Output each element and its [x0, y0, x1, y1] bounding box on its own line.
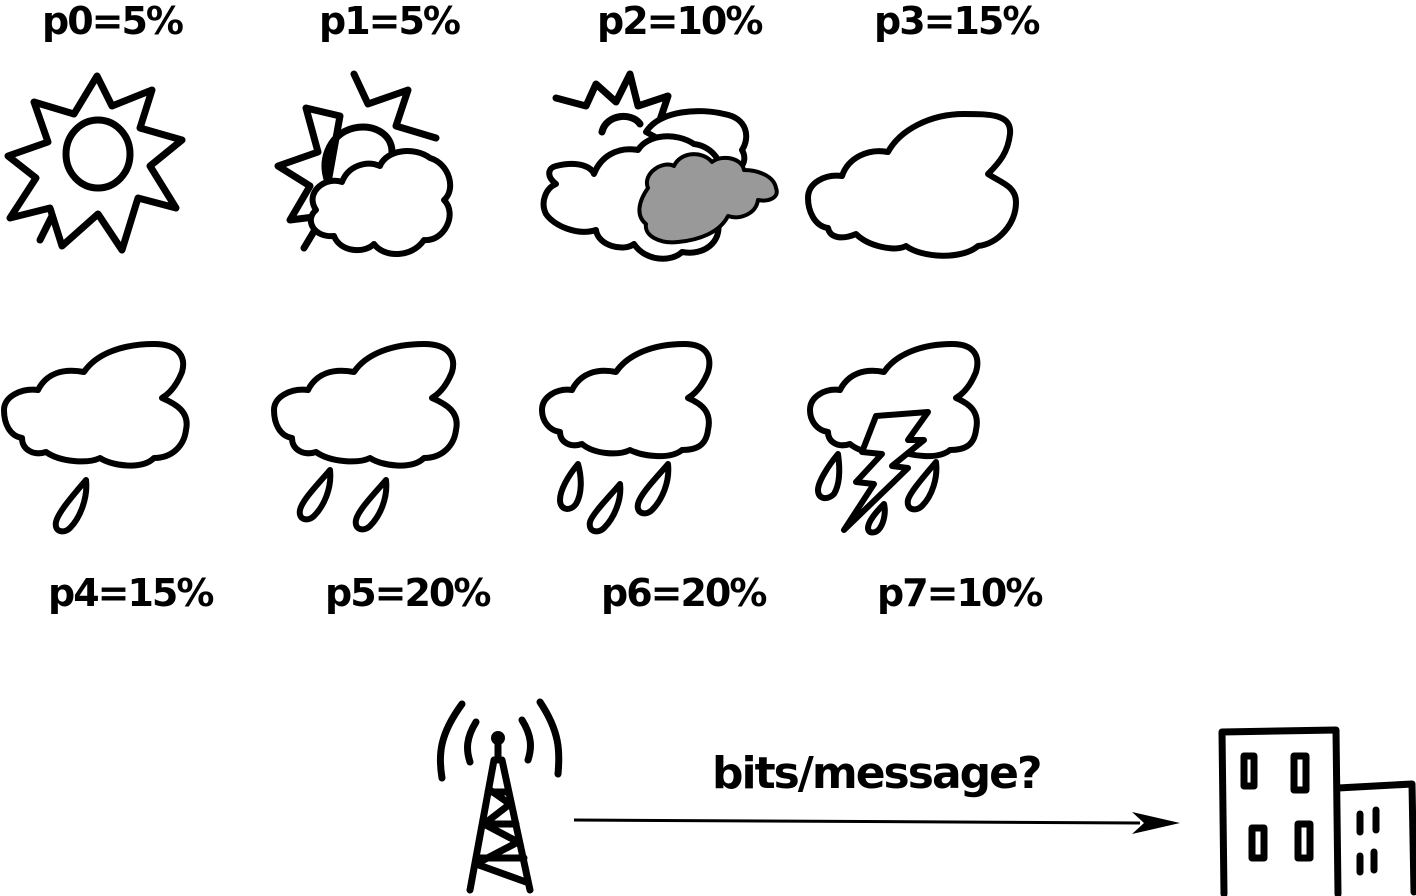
state-label-p0: p0=5%: [42, 0, 184, 43]
buildings-icon: [1214, 724, 1416, 896]
sun-icon: [0, 68, 200, 268]
cloud-icon: [802, 106, 1022, 266]
cloud-one-drop-icon: [0, 340, 200, 540]
state-label-p4: p4=15%: [48, 571, 214, 615]
cloud-two-drops-icon: [270, 340, 470, 540]
sun-clouds-dark-cloud-icon: [536, 66, 786, 266]
state-label-p1: p1=5%: [319, 0, 461, 43]
radio-tower-icon: [432, 694, 572, 894]
cloud-lightning-icon: [804, 340, 1004, 540]
cloud-three-drops-icon: [536, 340, 736, 540]
sun-behind-cloud-icon: [268, 68, 468, 268]
bits-per-message-question: bits/message?: [712, 748, 1042, 799]
state-label-p7: p7=10%: [877, 571, 1043, 615]
state-label-p3: p3=15%: [874, 0, 1040, 43]
state-label-p2: p2=10%: [597, 0, 763, 43]
arrow-right-icon: [570, 806, 1190, 840]
state-label-p5: p5=20%: [325, 571, 491, 615]
state-label-p6: p6=20%: [601, 571, 767, 615]
